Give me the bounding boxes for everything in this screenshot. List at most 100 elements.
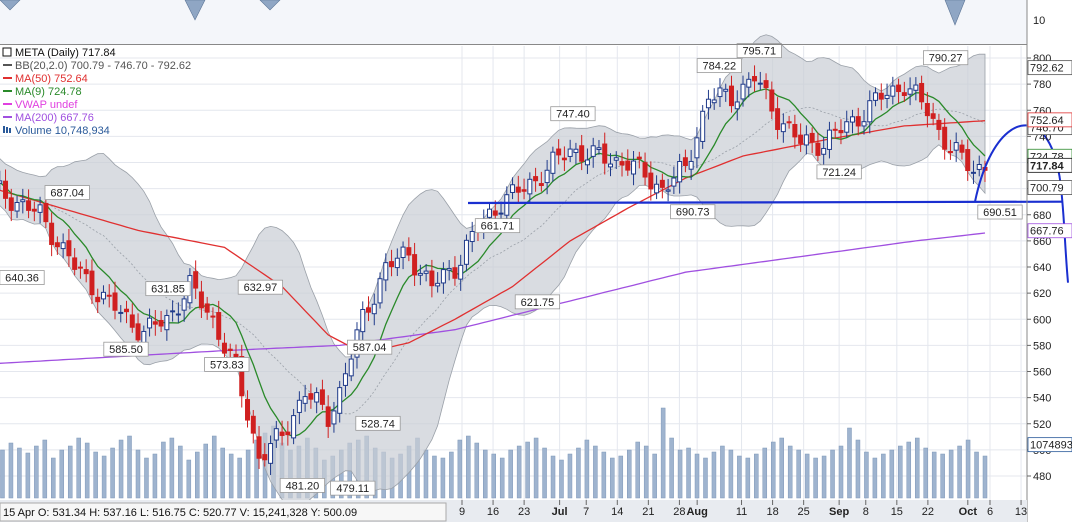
candle-body: [930, 113, 936, 119]
y-tick-label: 520: [1033, 419, 1051, 431]
candle-body: [792, 123, 798, 138]
support-trendline: [467, 200, 1063, 205]
annotation-box: [346, 339, 393, 355]
candle-body: [279, 431, 285, 436]
candle-body: [100, 291, 106, 300]
candle-body: [838, 130, 844, 134]
x-tick-label: 9: [459, 506, 465, 518]
axis-value-box: [1027, 112, 1072, 128]
y-tick-label: 620: [1033, 288, 1051, 300]
candle-body: [325, 406, 331, 427]
candle-body: [970, 171, 976, 174]
volume-bar: [643, 445, 649, 499]
volume-bar: [101, 455, 107, 499]
candle-body: [487, 208, 492, 218]
candle-body: [314, 392, 320, 403]
volume-bar: [906, 441, 912, 499]
candle-body: [942, 126, 948, 150]
volume-bar: [186, 459, 192, 499]
legend-swatch: [6, 127, 8, 133]
candle-body: [181, 298, 187, 311]
candle-body: [308, 393, 314, 400]
volume-bar: [84, 442, 90, 499]
axis-value-box: [1027, 180, 1072, 195]
volume-bar: [703, 457, 708, 499]
candle-body: [89, 270, 95, 296]
volume-bar: [796, 449, 801, 499]
candle-body: [463, 239, 469, 265]
candle-body: [262, 454, 268, 461]
candle-body: [746, 78, 752, 88]
volume-bar: [847, 427, 852, 499]
volume-bar: [474, 442, 480, 499]
upper-indicator-strip: [0, 0, 1027, 44]
candle-body: [285, 431, 291, 436]
candle-body: [867, 100, 873, 123]
annotation-box: [103, 341, 149, 357]
candle-body: [855, 116, 861, 127]
volume-bar: [491, 453, 496, 499]
legend-entry: MA(9) 724.78: [15, 86, 82, 98]
candle-body: [711, 99, 717, 104]
legend-swatch: [3, 126, 5, 133]
ma50-line: [0, 120, 986, 354]
x-tick-label: 22: [922, 506, 934, 518]
candle-body: [884, 94, 890, 99]
annotation-box: [550, 106, 596, 122]
candle-body: [164, 315, 170, 331]
candle-body: [141, 330, 147, 344]
x-tick-label: 11: [736, 506, 747, 518]
candle-body: [677, 161, 683, 183]
annotation-label: 784.22: [703, 61, 737, 73]
volume-bar: [948, 449, 954, 499]
volume-bar: [855, 439, 861, 499]
candle-body: [37, 204, 43, 213]
volume-bar: [228, 453, 234, 499]
candle-body: [366, 307, 372, 313]
volume-bar: [550, 455, 556, 499]
annotation-box: [923, 50, 969, 66]
volume-bar: [720, 445, 725, 499]
candle-body: [688, 160, 694, 170]
x-tick-label: 25: [798, 506, 810, 518]
annotation-box: [977, 204, 1023, 220]
volume-bar: [728, 449, 734, 499]
legend-entry: VWAP undef: [15, 99, 78, 111]
y-tick-label: 640: [1033, 262, 1051, 274]
candle-body: [959, 144, 965, 153]
volume-bar: [593, 445, 598, 499]
volume-bar: [745, 457, 751, 499]
annotation-box: [736, 43, 782, 59]
candle-body: [54, 242, 60, 248]
volume-bar: [110, 447, 115, 499]
volume-bar: [67, 445, 73, 499]
volume-bar: [169, 437, 175, 499]
candle-body: [204, 303, 210, 313]
volume-bar: [660, 407, 666, 499]
annotation-label: 747.40: [556, 109, 590, 121]
candle-body: [360, 308, 366, 333]
candle-body: [659, 179, 665, 188]
indicator-strip-mark: [184, 0, 206, 21]
annotation-label: 721.24: [822, 167, 856, 179]
volume-bar: [694, 453, 700, 499]
annotation-label: 587.04: [353, 342, 387, 354]
y-tick-label: 560: [1033, 367, 1051, 379]
volume-bar: [237, 457, 242, 499]
volume-bar: [533, 437, 539, 499]
x-tick-label: 6: [987, 506, 993, 518]
volume-bar: [770, 441, 776, 499]
candle-body: [158, 319, 164, 327]
price-annotations: 687.04 640.36 631.85 632.97 585.50 573.83 587.…: [0, 43, 1023, 496]
axis-value-label: 10748934: [1030, 440, 1072, 452]
candle-body: [60, 242, 66, 250]
candle-body: [20, 199, 26, 203]
volume-bar: [195, 451, 200, 499]
candle-body: [619, 161, 625, 166]
candle-body: [527, 178, 533, 195]
candle-body: [291, 415, 297, 439]
candle-body: [469, 231, 475, 243]
candle-body: [636, 156, 642, 160]
candle-body: [809, 132, 815, 143]
